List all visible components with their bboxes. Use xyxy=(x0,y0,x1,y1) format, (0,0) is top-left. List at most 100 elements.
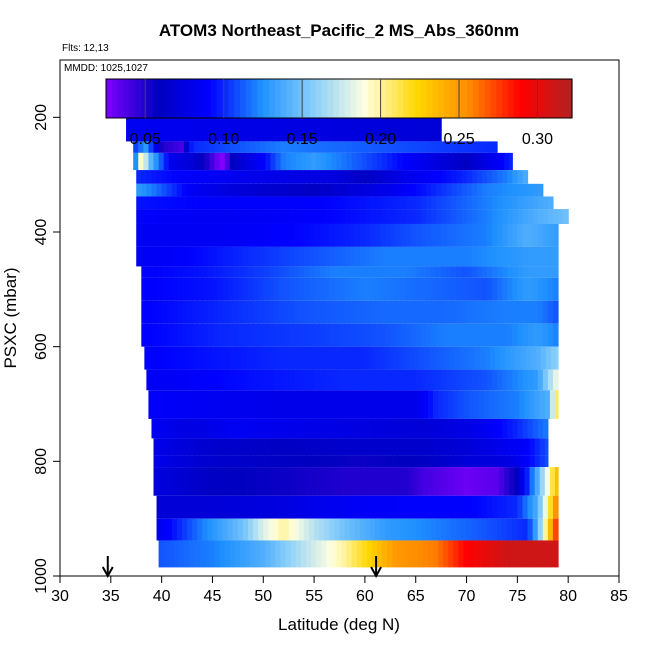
heatmap-cell xyxy=(283,223,290,247)
heatmap-cell xyxy=(248,183,254,197)
heatmap-cell xyxy=(131,111,137,142)
heatmap-cell xyxy=(537,418,544,439)
heatmap-cell xyxy=(466,266,473,278)
heatmap-cell xyxy=(522,209,529,224)
heatmap-cell xyxy=(187,495,193,519)
heatmap-cell xyxy=(425,495,432,519)
heatmap-cell xyxy=(420,495,427,519)
heatmap-cell xyxy=(298,223,305,247)
heatmap-cell xyxy=(227,418,234,439)
heatmap-cell xyxy=(364,209,371,224)
heatmap-cell xyxy=(136,209,142,224)
heatmap-cell xyxy=(331,390,338,419)
heatmap-cell xyxy=(471,223,478,247)
heatmap-cell xyxy=(212,418,219,439)
heatmap-cell xyxy=(258,495,264,519)
heatmap-cell xyxy=(539,455,546,468)
heatmap-cell xyxy=(395,266,402,278)
heatmap-cell xyxy=(405,183,412,197)
heatmap-cell xyxy=(387,438,393,456)
heatmap-cell xyxy=(171,209,178,224)
heatmap-cell xyxy=(326,438,332,456)
heatmap-cell xyxy=(354,246,361,267)
colorbar-segment xyxy=(356,79,363,118)
heatmap-cell xyxy=(192,196,198,210)
heatmap-cell xyxy=(300,390,307,419)
heatmap-cell xyxy=(199,438,205,456)
heatmap-cell xyxy=(263,495,269,519)
heatmap-cell xyxy=(207,495,214,519)
heatmap-cell xyxy=(288,209,295,224)
heatmap-cell xyxy=(324,170,330,184)
x-axis: 30 35 40 45 50 55 60 65 70 75 80 85 xyxy=(51,576,628,605)
heatmap-cell xyxy=(181,223,188,247)
heatmap-cell xyxy=(192,518,198,541)
heatmap-cell xyxy=(410,246,417,267)
heatmap-cell xyxy=(356,390,363,419)
heatmap-cell xyxy=(309,300,315,324)
heatmap-cell xyxy=(420,111,427,142)
heatmap-cell xyxy=(552,277,559,301)
heatmap-cell xyxy=(293,246,300,267)
heatmap-cell xyxy=(463,540,470,568)
heatmap-cell xyxy=(260,438,266,456)
heatmap-cell xyxy=(364,418,371,439)
heatmap-cell xyxy=(202,183,208,197)
heatmap-cell xyxy=(336,390,343,419)
heatmap-cell xyxy=(524,455,531,468)
heatmap-cell xyxy=(178,390,185,419)
heatmap-cell xyxy=(263,323,269,347)
heatmap-cell xyxy=(263,246,269,267)
heatmap-cell xyxy=(446,246,452,267)
heatmap-cell xyxy=(491,495,498,519)
heatmap-cell xyxy=(298,277,305,301)
heatmap-cell xyxy=(502,183,508,197)
heatmap-cell xyxy=(285,141,292,153)
heatmap-cell xyxy=(260,455,266,468)
heatmap-cell xyxy=(344,369,351,391)
heatmap-cell xyxy=(306,346,313,370)
heatmap-cell xyxy=(314,196,320,210)
heatmap-cell xyxy=(311,390,317,419)
heatmap-cell xyxy=(224,141,231,153)
heatmap-cell xyxy=(331,438,338,456)
heatmap-cell xyxy=(197,196,203,210)
heatmap-cell xyxy=(168,141,175,153)
heatmap-cell xyxy=(276,346,283,370)
heatmap-cell xyxy=(375,170,381,184)
heatmap-cell xyxy=(476,246,483,267)
heatmap-cell xyxy=(268,223,275,247)
colorbar-segment xyxy=(234,79,241,118)
heatmap-cell xyxy=(273,518,280,541)
heatmap-cell xyxy=(507,266,513,278)
heatmap-cell xyxy=(232,418,239,439)
heatmap-cell xyxy=(305,141,312,153)
heatmap-cell xyxy=(473,152,480,171)
heatmap-cell xyxy=(280,438,287,456)
heatmap-cell xyxy=(207,300,214,324)
heatmap-cell xyxy=(346,455,353,468)
heatmap-cell xyxy=(552,369,559,391)
heatmap-cell xyxy=(547,266,554,278)
heatmap-cell xyxy=(547,300,554,324)
heatmap-cell xyxy=(207,518,214,541)
heatmap-cell xyxy=(161,323,168,347)
heatmap-cell xyxy=(537,246,544,267)
heatmap-cell xyxy=(202,323,208,347)
heatmap-cell xyxy=(161,277,168,301)
heatmap-cell xyxy=(314,418,320,439)
heatmap-cell xyxy=(390,196,396,210)
heatmap-cell xyxy=(339,223,346,247)
heatmap-cell xyxy=(489,346,496,370)
heatmap-cell xyxy=(519,438,526,456)
heatmap-cell xyxy=(334,223,341,247)
heatmap-cell xyxy=(499,390,505,419)
heatmap-cell xyxy=(537,369,544,391)
heatmap-cell xyxy=(392,438,399,456)
heatmap-cell xyxy=(181,495,188,519)
heatmap-cell xyxy=(410,323,417,347)
heatmap-cell xyxy=(197,518,203,541)
colorbar-tick-label: 0.15 xyxy=(287,131,318,148)
heatmap-cell xyxy=(280,390,287,419)
heatmap-cell xyxy=(339,300,346,324)
